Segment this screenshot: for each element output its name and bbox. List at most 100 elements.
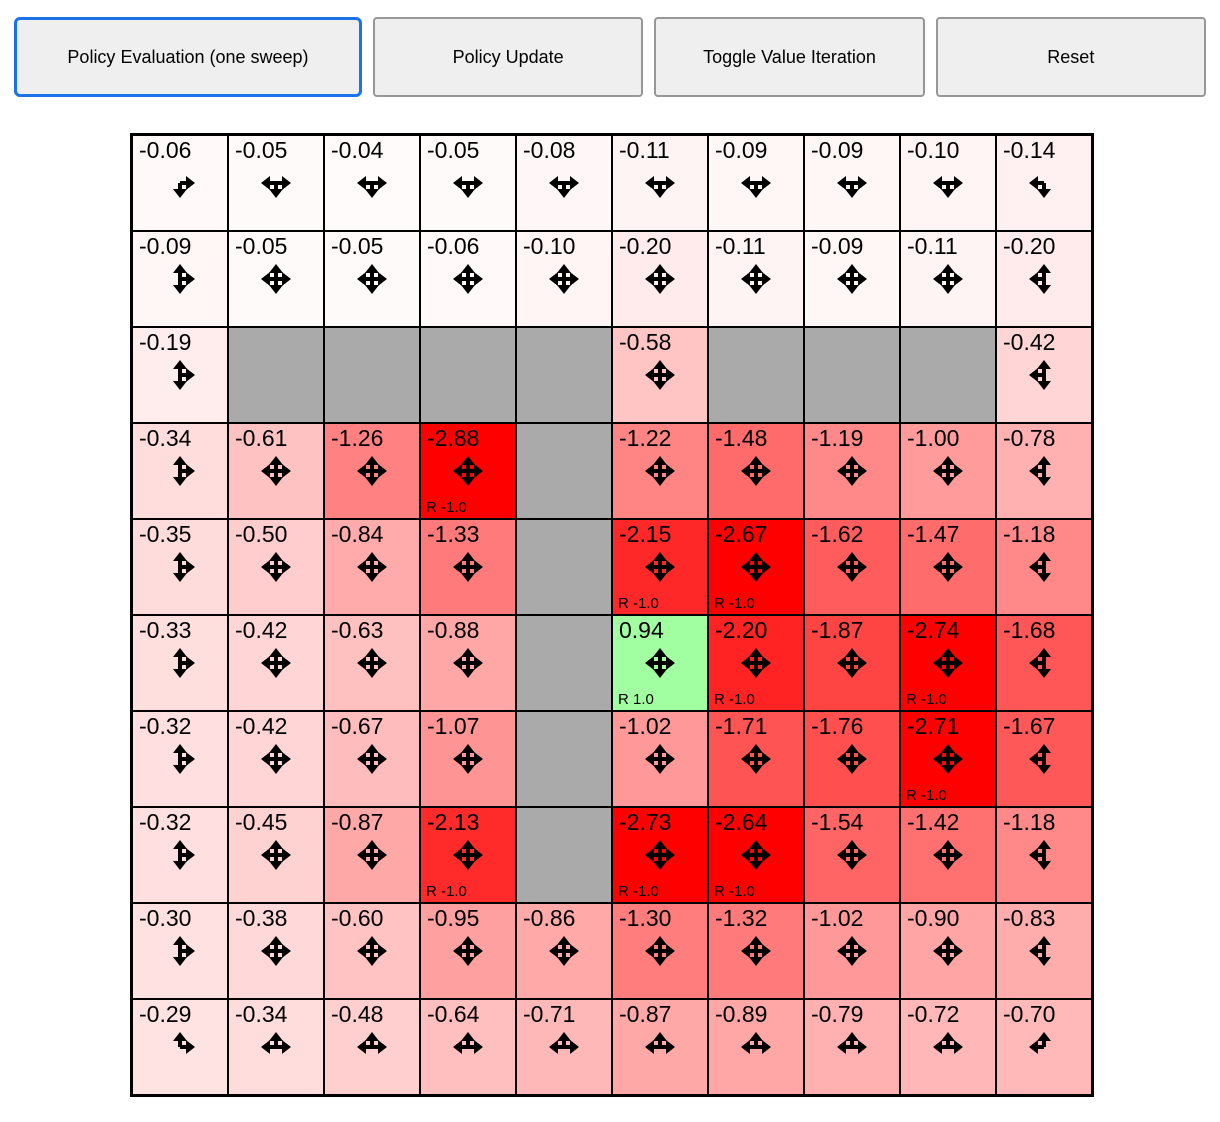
grid-cell[interactable]: -0.08 (516, 135, 612, 231)
wall-cell (516, 519, 612, 615)
grid-cell[interactable]: -0.10 (516, 231, 612, 327)
cell-value: -1.87 (811, 617, 864, 643)
grid-cell[interactable]: -0.71 (516, 999, 612, 1095)
grid-cell[interactable]: -1.02 (612, 711, 708, 807)
grid-cell[interactable]: -2.73 R -1.0 (612, 807, 708, 903)
grid-cell[interactable]: -2.13 R -1.0 (420, 807, 516, 903)
reset-button[interactable]: Reset (935, 17, 1206, 97)
grid-cell[interactable]: -1.48 (708, 423, 804, 519)
grid-cell[interactable]: -0.09 (708, 135, 804, 231)
grid-cell[interactable]: -0.14 (996, 135, 1092, 231)
grid-cell[interactable]: -0.95 (420, 903, 516, 999)
policy-evaluation-button[interactable]: Policy Evaluation (one sweep) (14, 17, 362, 97)
reward-label: R -1.0 (618, 595, 659, 612)
grid-cell[interactable]: -0.05 (228, 135, 324, 231)
grid-cell[interactable]: -0.64 (420, 999, 516, 1095)
grid-cell[interactable]: -2.20 R -1.0 (708, 615, 804, 711)
grid-cell[interactable]: -1.67 (996, 711, 1092, 807)
grid-cell[interactable]: -0.90 (900, 903, 996, 999)
grid-cell[interactable]: -0.05 (324, 231, 420, 327)
grid-cell[interactable]: -0.67 (324, 711, 420, 807)
grid-cell[interactable]: -2.67 R -1.0 (708, 519, 804, 615)
grid-cell[interactable]: -0.06 (420, 231, 516, 327)
grid-cell[interactable]: -0.79 (804, 999, 900, 1095)
cell-value: -1.02 (811, 905, 864, 931)
grid-cell[interactable]: -0.48 (324, 999, 420, 1095)
grid-cell[interactable]: -0.06 (132, 135, 228, 231)
grid-cell[interactable]: -0.19 (132, 327, 228, 423)
grid-cell[interactable]: -1.30 (612, 903, 708, 999)
grid-cell[interactable]: -0.87 (324, 807, 420, 903)
grid-cell[interactable]: -1.71 (708, 711, 804, 807)
grid-cell[interactable]: -0.42 (228, 711, 324, 807)
grid-cell[interactable]: -0.29 (132, 999, 228, 1095)
policy-arrows-icon (933, 176, 963, 198)
grid-cell[interactable]: -0.86 (516, 903, 612, 999)
grid-cell[interactable]: -1.62 (804, 519, 900, 615)
grid-cell[interactable]: -2.15 R -1.0 (612, 519, 708, 615)
grid-cell[interactable]: -0.09 (804, 231, 900, 327)
grid-cell[interactable]: -1.87 (804, 615, 900, 711)
grid-cell[interactable]: -0.35 (132, 519, 228, 615)
grid-cell[interactable]: -0.05 (228, 231, 324, 327)
grid-cell[interactable]: -0.78 (996, 423, 1092, 519)
grid-cell[interactable]: -1.42 (900, 807, 996, 903)
cell-value: -1.54 (811, 809, 864, 835)
grid-cell[interactable]: -0.58 (612, 327, 708, 423)
grid-cell[interactable]: -0.72 (900, 999, 996, 1095)
toggle-value-iteration-button[interactable]: Toggle Value Iteration (654, 17, 925, 97)
grid-cell[interactable]: -1.54 (804, 807, 900, 903)
grid-cell[interactable]: -0.09 (804, 135, 900, 231)
grid-cell[interactable]: -2.88 R -1.0 (420, 423, 516, 519)
grid-cell[interactable]: -0.84 (324, 519, 420, 615)
grid-cell[interactable]: -0.34 (132, 423, 228, 519)
grid-cell[interactable]: -0.11 (612, 135, 708, 231)
grid-cell[interactable]: -2.71 R -1.0 (900, 711, 996, 807)
grid-cell[interactable]: -0.38 (228, 903, 324, 999)
grid-cell[interactable]: -1.26 (324, 423, 420, 519)
grid-cell[interactable]: -0.20 (612, 231, 708, 327)
grid-cell[interactable]: -0.20 (996, 231, 1092, 327)
grid-cell[interactable]: -0.11 (900, 231, 996, 327)
grid-cell[interactable]: -0.05 (420, 135, 516, 231)
grid-cell[interactable]: -1.47 (900, 519, 996, 615)
grid-cell[interactable]: -2.64 R -1.0 (708, 807, 804, 903)
grid-cell[interactable]: -0.87 (612, 999, 708, 1095)
grid-cell[interactable]: -0.89 (708, 999, 804, 1095)
grid-cell[interactable]: -0.83 (996, 903, 1092, 999)
grid-cell[interactable]: -1.76 (804, 711, 900, 807)
grid-cell[interactable]: -0.33 (132, 615, 228, 711)
grid-cell[interactable]: -0.11 (708, 231, 804, 327)
grid-cell[interactable]: -1.00 (900, 423, 996, 519)
grid-cell[interactable]: -0.04 (324, 135, 420, 231)
policy-update-button[interactable]: Policy Update (373, 17, 644, 97)
policy-arrows-icon (173, 176, 195, 198)
grid-cell[interactable]: -0.50 (228, 519, 324, 615)
grid-cell[interactable]: -1.02 (804, 903, 900, 999)
grid-cell[interactable]: -1.68 (996, 615, 1092, 711)
grid-cell[interactable]: -1.07 (420, 711, 516, 807)
cell-value: -0.34 (139, 425, 192, 451)
grid-cell[interactable]: -1.18 (996, 519, 1092, 615)
grid-cell[interactable]: -0.60 (324, 903, 420, 999)
grid-cell[interactable]: -0.42 (996, 327, 1092, 423)
grid-cell[interactable]: 0.94 R 1.0 (612, 615, 708, 711)
grid-cell[interactable]: -0.42 (228, 615, 324, 711)
grid-cell[interactable]: -1.33 (420, 519, 516, 615)
grid-cell[interactable]: -0.30 (132, 903, 228, 999)
grid-cell[interactable]: -0.88 (420, 615, 516, 711)
grid-cell[interactable]: -2.74 R -1.0 (900, 615, 996, 711)
grid-cell[interactable]: -0.61 (228, 423, 324, 519)
grid-cell[interactable]: -0.32 (132, 807, 228, 903)
grid-cell[interactable]: -0.09 (132, 231, 228, 327)
grid-cell[interactable]: -0.63 (324, 615, 420, 711)
grid-cell[interactable]: -0.32 (132, 711, 228, 807)
grid-cell[interactable]: -1.32 (708, 903, 804, 999)
grid-cell[interactable]: -0.45 (228, 807, 324, 903)
grid-cell[interactable]: -0.34 (228, 999, 324, 1095)
grid-cell[interactable]: -1.19 (804, 423, 900, 519)
grid-cell[interactable]: -1.18 (996, 807, 1092, 903)
grid-cell[interactable]: -0.10 (900, 135, 996, 231)
grid-cell[interactable]: -1.22 (612, 423, 708, 519)
grid-cell[interactable]: -0.70 (996, 999, 1092, 1095)
